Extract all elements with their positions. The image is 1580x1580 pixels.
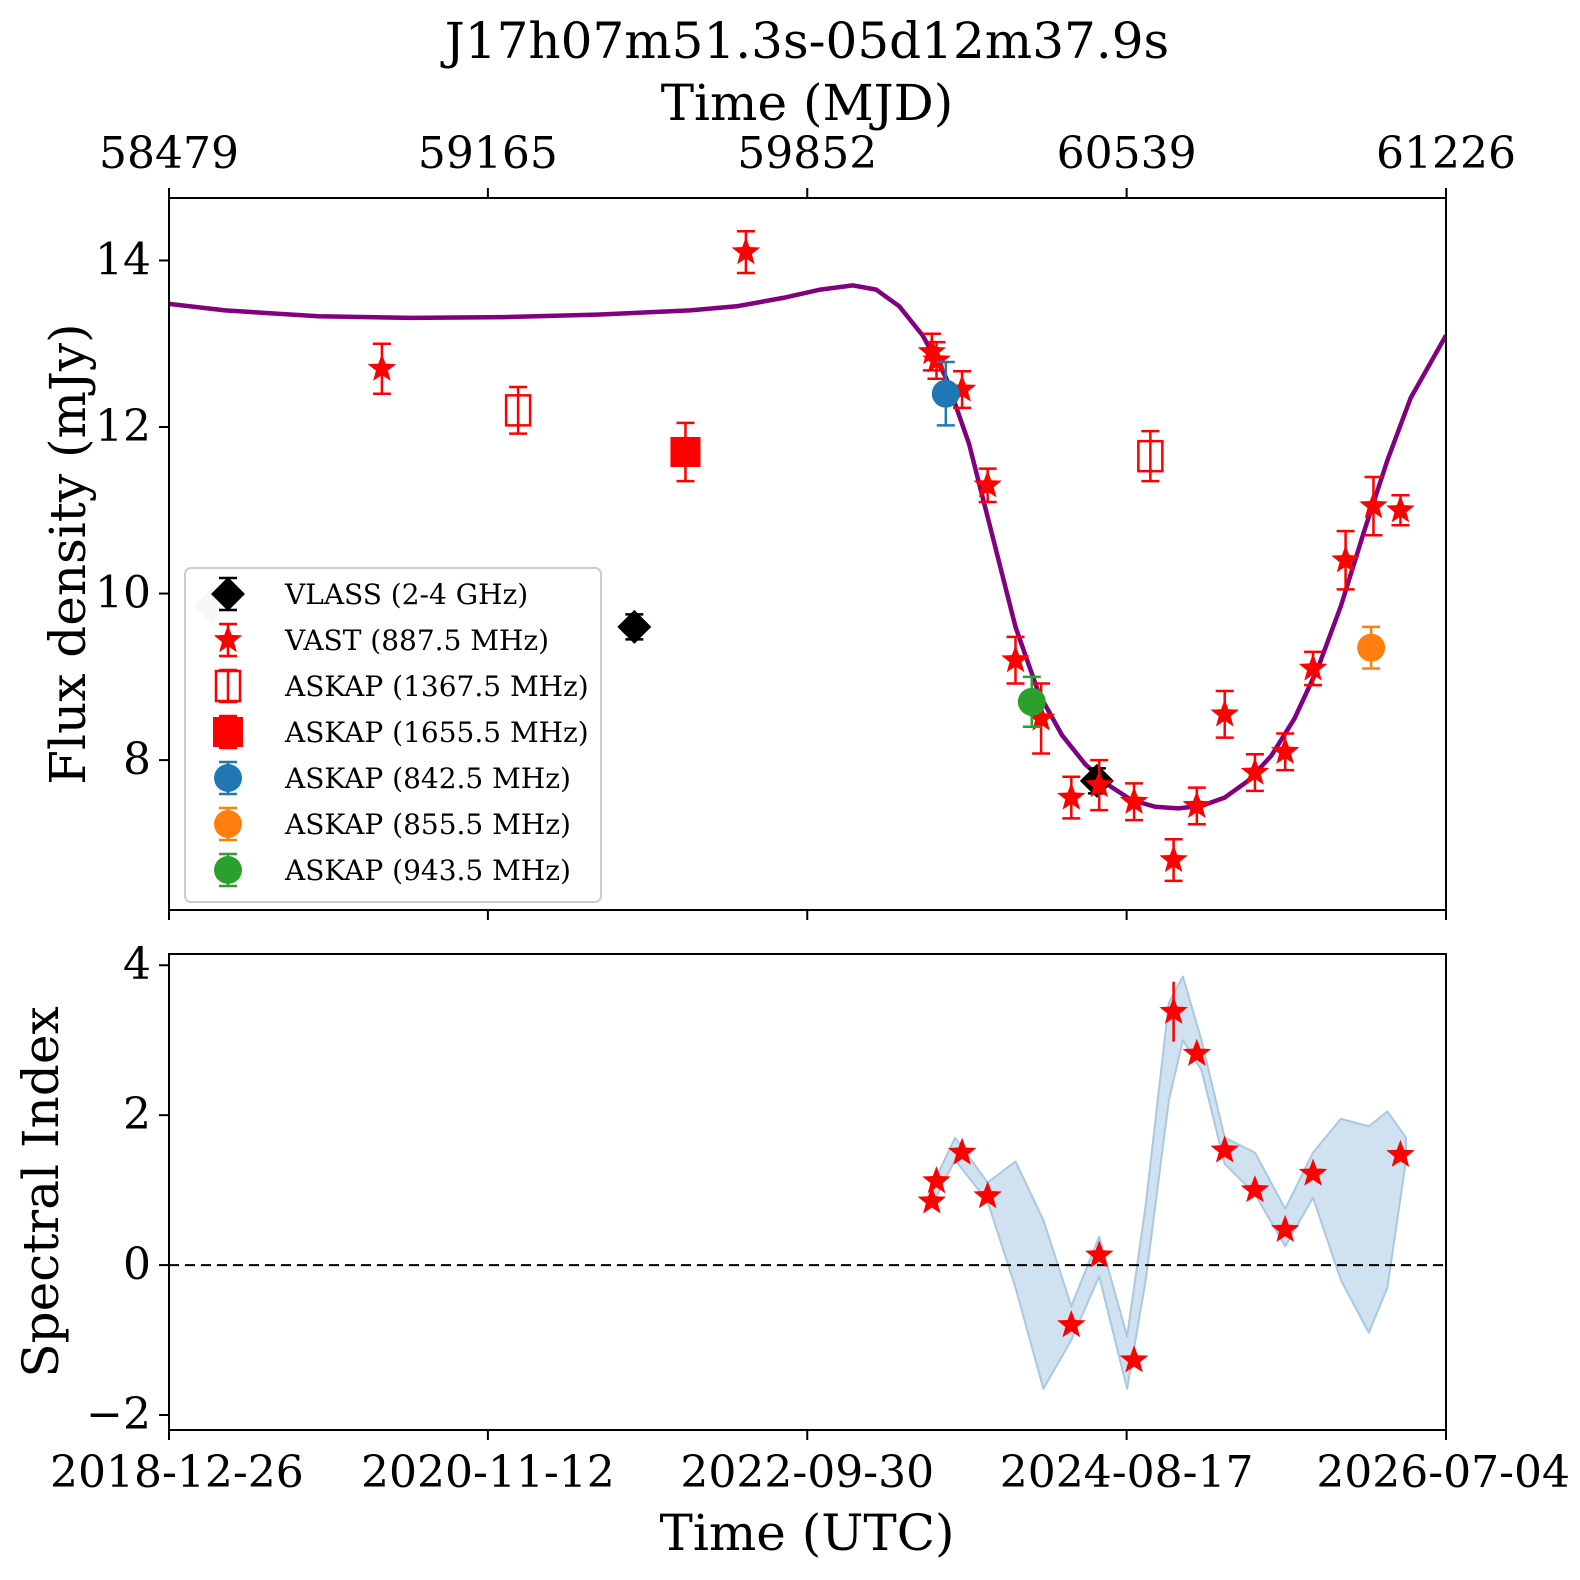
top-y-axis-title: Flux density (mJy) [39,323,97,784]
point-spectral-index [1057,1310,1086,1338]
legend-label: ASKAP (1367.5 MHz) [284,670,589,703]
bottom-x-tick-label: 2024-08-17 [1000,1447,1254,1498]
point-spectral-index [1240,1175,1270,1203]
point-spectral-index [1084,1240,1114,1268]
model-curve [169,283,1446,811]
point-vast-887-5-mhz [1001,645,1030,673]
legend-marker [214,764,242,792]
point-vast-887-5-mhz [1240,757,1270,785]
point-askap-855-5-mhz [1357,633,1386,662]
legend-label: ASKAP (943.5 MHz) [284,854,571,887]
point-spectral-index [922,1166,951,1194]
bottom-y-tick-label: 4 [123,939,151,990]
top-x-tick-label: 59852 [737,128,877,179]
point-vast-887-5-mhz [1298,653,1328,681]
legend-marker [211,577,245,611]
legend-marker [214,669,242,703]
legend-marker [214,810,242,838]
point-askap-1367-5-mhz [1137,439,1164,473]
legend-label: VAST (887.5 MHz) [284,624,549,657]
bottom-x-tick-label: 2020-11-12 [361,1447,615,1498]
top-y-tick-label: 14 [95,234,151,285]
point-vast-887-5-mhz [1159,845,1188,873]
legend: VLASS (2-4 GHz) VAST (887.5 MHz) ASKAP (13… [184,567,602,903]
legend-label: ASKAP (1655.5 MHz) [284,716,589,749]
point-spectral-index [1386,1139,1415,1168]
chart-title: J17h07m51.3s-05d12m37.9s [440,12,1169,70]
point-vast-887-5-mhz [1331,545,1360,573]
legend-marker [213,717,243,747]
point-vast-887-5-mhz [1084,770,1114,798]
point-vast-887-5-mhz [917,337,947,365]
bottom-panel: −2 0 2 4 2018-12-26 2020-11-12 2022-09-30 2024-… [12,939,1570,1562]
legend-label: ASKAP (842.5 MHz) [284,762,571,795]
point-spectral-index [973,1181,1002,1209]
point-askap-1655-5-mhz [670,436,701,467]
top-y-tick-label: 10 [95,568,151,619]
top-x-tick-label: 61226 [1376,128,1516,179]
bottom-y-tick-label: −2 [86,1389,151,1440]
top-x-tick-label: 59165 [418,128,558,179]
point-spectral-index [917,1186,947,1214]
point-vast-887-5-mhz [1026,703,1056,731]
bottom-y-tick-label: 2 [123,1089,151,1140]
point-vast-887-5-mhz [1270,736,1300,764]
point-spectral-index [1270,1214,1300,1242]
top-panel: 58479 59165 59852 60539 61226 8 10 12 14 Flux de… [39,128,1516,920]
bottom-y-axis-title: Spectral Index [12,1006,70,1377]
bottom-x-tick-label: 2026-07-04 [1316,1447,1570,1498]
point-spectral-index [1298,1158,1328,1186]
point-spectral-index [1119,1345,1149,1373]
bottom-x-axis-title: Time (UTC) [660,1504,955,1562]
confidence-band [930,975,1407,1390]
point-askap-842-5-mhz [931,379,960,408]
point-vlass-2-4-ghz [617,609,652,644]
top-x-tick-label: 60539 [1057,128,1197,179]
legend-marker [213,625,243,653]
point-askap-1367-5-mhz [504,394,532,427]
bottom-x-tick-label: 2022-09-30 [680,1447,934,1498]
point-vast-887-5-mhz [1057,782,1086,810]
bottom-x-tick-label: 2018-12-26 [50,1447,304,1498]
point-vast-887-5-mhz [1119,786,1149,814]
legend-label: VLASS (2-4 GHz) [284,578,528,611]
point-vast-887-5-mhz [922,345,951,373]
point-spectral-index [1159,996,1188,1024]
top-x-axis-title: Time (MJD) [661,74,954,132]
bottom-y-tick-label: 0 [123,1239,151,1290]
top-y-tick-label: 12 [95,401,151,452]
point-spectral-index [1182,1038,1212,1066]
top-x-tick-label: 58479 [99,128,239,179]
point-vast-887-5-mhz [1210,699,1239,727]
point-vast-887-5-mhz [731,237,761,265]
legend-label: ASKAP (855.5 MHz) [284,808,571,841]
point-spectral-index [1210,1135,1239,1163]
point-vast-887-5-mhz [1182,790,1212,819]
point-vast-887-5-mhz [947,374,977,402]
point-vast-887-5-mhz [1359,491,1388,519]
point-spectral-index [947,1137,977,1165]
point-askap-943-5-mhz [1017,687,1046,716]
point-vast-887-5-mhz [1386,495,1415,523]
point-vast-887-5-mhz [367,353,397,381]
legend-marker [214,856,242,884]
legend-frame [184,567,602,903]
top-y-tick-label: 8 [123,734,151,785]
point-vast-887-5-mhz [973,470,1002,498]
